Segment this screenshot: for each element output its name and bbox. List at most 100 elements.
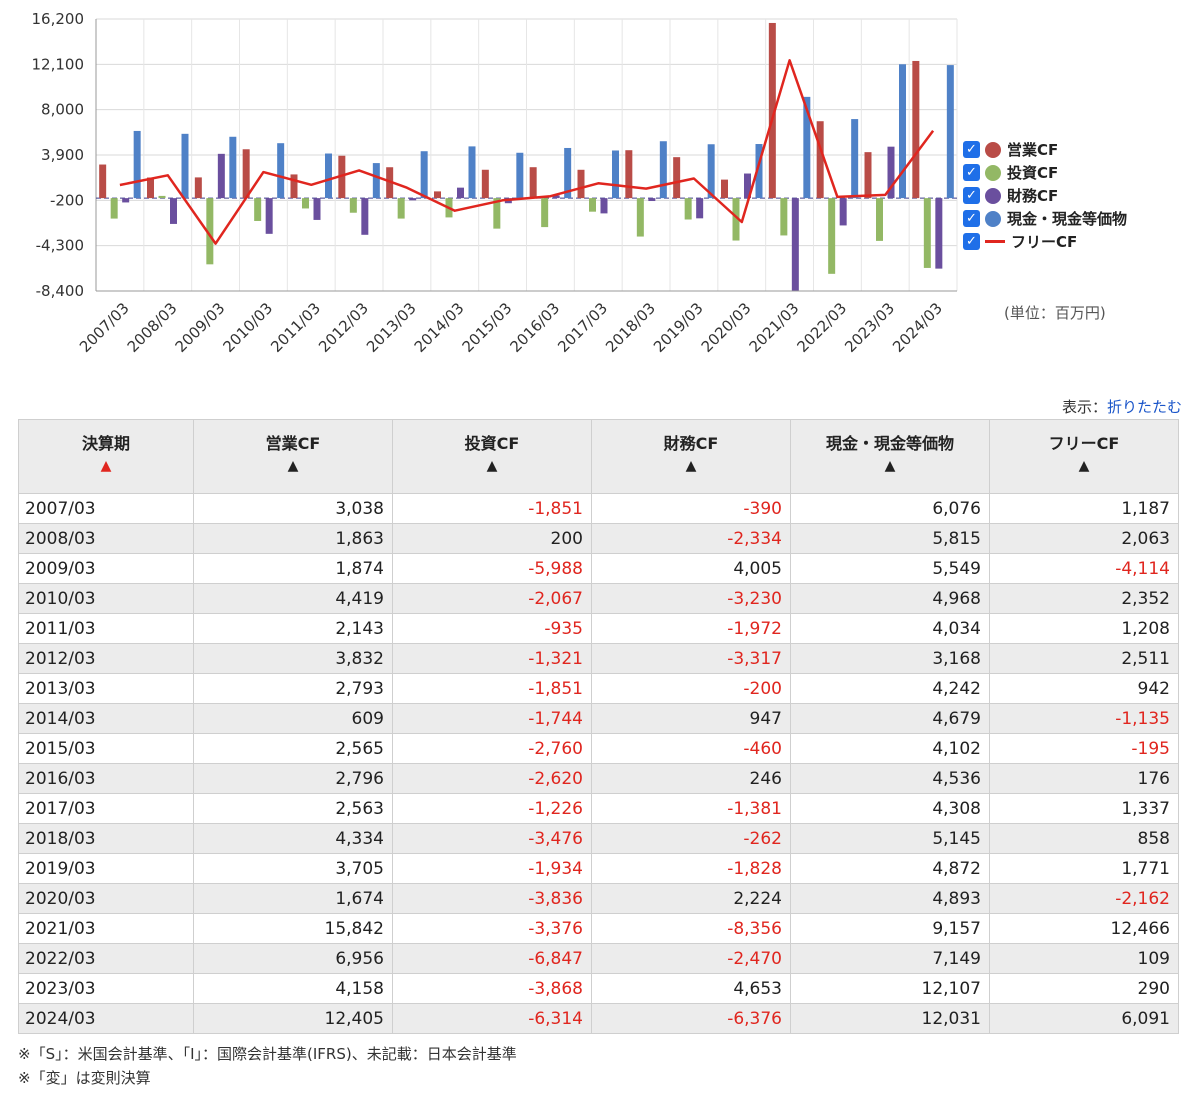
x-tick-label: 2020/03	[698, 299, 755, 356]
table-body: 2007/03 3,038 -1,851 -390 6,076 1,187 2008/03 1…	[18, 493, 1179, 1034]
sort-arrow-icon[interactable]: ▲	[287, 458, 299, 474]
value-cell: -390	[591, 493, 791, 524]
value-cell: 4,334	[193, 823, 393, 854]
value-cell: -8,356	[591, 913, 791, 944]
column-header-investing[interactable]: 投資CF ▲	[392, 419, 592, 494]
sort-arrow-icon[interactable]: ▲	[1078, 458, 1090, 474]
value-cell: 4,653	[591, 973, 791, 1004]
bar-1	[912, 60, 920, 199]
bar-1	[290, 174, 298, 199]
checkbox-icon[interactable]: ✓	[963, 164, 980, 181]
value-cell: -195	[989, 733, 1179, 764]
value-cell: 290	[989, 973, 1179, 1004]
legend-line-swatch	[985, 240, 1005, 243]
x-tick-label: 2011/03	[267, 299, 324, 356]
table-row: 2019/03 3,705 -1,934 -1,828 4,872 1,771	[18, 853, 1179, 884]
unit-label: (単位：百万円)	[1004, 304, 1106, 322]
value-cell: -200	[591, 673, 791, 704]
column-header-period[interactable]: 決算期 ▲	[18, 419, 194, 494]
checkbox-icon[interactable]: ✓	[963, 233, 980, 250]
table-row: 2014/03 609 -1,744 947 4,679 -1,135	[18, 703, 1179, 734]
bar-3	[600, 198, 608, 214]
column-header-cash[interactable]: 現金・現金等価物 ▲	[790, 419, 990, 494]
checkbox-icon[interactable]: ✓	[963, 141, 980, 158]
bar-1	[577, 169, 585, 199]
period-cell: 2009/03	[18, 553, 194, 584]
bar-1	[673, 157, 681, 199]
legend-item-free-cf[interactable]: ✓ フリーCF	[963, 230, 1127, 253]
period-cell: 2011/03	[18, 613, 194, 644]
x-tick-label: 2008/03	[124, 299, 181, 356]
value-cell: 2,565	[193, 733, 393, 764]
value-cell: -1,135	[989, 703, 1179, 734]
period-cell: 2010/03	[18, 583, 194, 614]
value-cell: 2,796	[193, 763, 393, 794]
legend-item-operating[interactable]: ✓ 営業CF	[963, 138, 1127, 161]
value-cell: 4,679	[790, 703, 990, 734]
legend-item-cash[interactable]: ✓ 現金・現金等価物	[963, 207, 1127, 230]
value-cell: 4,968	[790, 583, 990, 614]
value-cell: 246	[591, 763, 791, 794]
bar-3	[648, 198, 656, 202]
legend-label: 現金・現金等価物	[1007, 210, 1128, 228]
bar-2	[780, 198, 788, 236]
x-tick-label: 2024/03	[889, 299, 946, 356]
sort-arrow-icon[interactable]: ▲	[100, 458, 112, 474]
period-cell: 2017/03	[18, 793, 194, 824]
sort-arrow-icon[interactable]: ▲	[884, 458, 896, 474]
value-cell: 12,107	[790, 973, 990, 1004]
x-tick-label: 2013/03	[363, 299, 420, 356]
legend-label: 財務CF	[1007, 187, 1059, 205]
column-header-financing[interactable]: 財務CF ▲	[591, 419, 791, 494]
x-tick-label: 2015/03	[459, 299, 516, 356]
checkbox-icon[interactable]: ✓	[963, 187, 980, 204]
bar-4	[325, 153, 332, 199]
value-cell: -2,334	[591, 523, 791, 554]
legend-item-investing[interactable]: ✓ 投資CF	[963, 161, 1127, 184]
bar-1	[434, 191, 441, 199]
value-cell: 1,863	[193, 523, 393, 554]
period-cell: 2016/03	[18, 763, 194, 794]
bar-4	[659, 141, 667, 199]
value-cell: 5,549	[790, 553, 990, 584]
legend-label: フリーCF	[1011, 233, 1078, 251]
checkbox-icon[interactable]: ✓	[963, 210, 980, 227]
value-cell: 1,208	[989, 613, 1179, 644]
value-cell: -6,376	[591, 1003, 791, 1034]
sort-arrow-icon[interactable]: ▲	[486, 458, 498, 474]
bar-4	[181, 133, 189, 199]
column-header-free-cf[interactable]: フリーCF ▲	[989, 419, 1179, 494]
sort-arrow-icon[interactable]: ▲	[685, 458, 697, 474]
value-cell: 4,419	[193, 583, 393, 614]
legend-item-financing[interactable]: ✓ 財務CF	[963, 184, 1127, 207]
display-label: 表示：	[1061, 398, 1107, 416]
value-cell: -1,828	[591, 853, 791, 884]
table-row: 2013/03 2,793 -1,851 -200 4,242 942	[18, 673, 1179, 704]
value-cell: -2,470	[591, 943, 791, 974]
bar-2	[206, 198, 214, 265]
value-cell: 4,536	[790, 763, 990, 794]
period-cell: 2013/03	[18, 673, 194, 704]
value-cell: -1,972	[591, 613, 791, 644]
bar-3	[361, 198, 369, 235]
table-header-row: 決算期 ▲ 営業CF ▲ 投資CF ▲ 財務CF ▲ 現金・現金等価物 ▲ フリーCF ▲	[18, 419, 1179, 494]
period-cell: 2019/03	[18, 853, 194, 884]
bar-1	[147, 177, 154, 199]
period-cell: 2024/03	[18, 1003, 194, 1034]
value-cell: 3,705	[193, 853, 393, 884]
bar-1	[242, 149, 250, 199]
period-cell: 2020/03	[18, 883, 194, 914]
value-cell: -2,162	[989, 883, 1179, 914]
collapse-link[interactable]: 折りたたむ	[1106, 398, 1182, 416]
value-cell: 2,511	[989, 643, 1179, 674]
period-cell: 2021/03	[18, 913, 194, 944]
bar-4	[468, 146, 476, 199]
value-cell: 5,145	[790, 823, 990, 854]
column-header-operating[interactable]: 営業CF ▲	[193, 419, 393, 494]
bar-3	[409, 198, 417, 201]
bar-4	[946, 65, 954, 199]
value-cell: 4,034	[790, 613, 990, 644]
table-row: 2010/03 4,419 -2,067 -3,230 4,968 2,352	[18, 583, 1179, 614]
value-cell: 858	[989, 823, 1179, 854]
table-row: 2020/03 1,674 -3,836 2,224 4,893 -2,162	[18, 883, 1179, 914]
